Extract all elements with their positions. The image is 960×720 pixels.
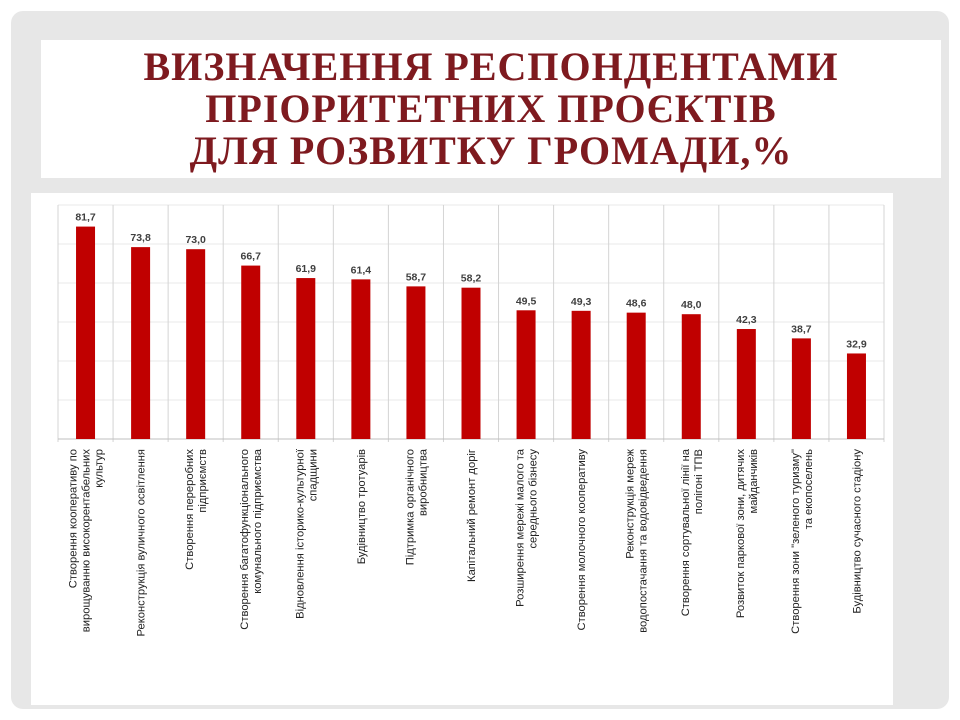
bar-12: [681, 314, 701, 439]
value-label-10: 49,3: [571, 296, 592, 308]
category-label-line: спадщини: [307, 449, 319, 501]
category-label-line: Створення кооперативу по: [68, 449, 80, 588]
category-label-line: Створення сортувальної лінії на: [680, 448, 692, 616]
value-label-3: 73,0: [185, 234, 206, 246]
title-line-2: ПРІОРИТЕТНИХ ПРОЄКТІВ: [205, 86, 777, 131]
category-label-line: вирощуванню високорентабельних: [81, 449, 93, 633]
category-label-line: Підтримка органічного: [404, 449, 416, 565]
title-box: ВИЗНАЧЕННЯ РЕСПОНДЕНТАМИ ПРІОРИТЕТНИХ ПР…: [41, 40, 941, 178]
category-label-line: майданчиків: [748, 449, 760, 514]
bar-11: [626, 312, 646, 439]
category-label-15: Будівництво сучасного стадіону: [851, 449, 863, 614]
bar-8: [461, 287, 481, 439]
value-label-12: 48,0: [681, 299, 702, 311]
category-label-line: Створення багатофункціонального: [239, 449, 251, 630]
value-label-2: 73,8: [130, 232, 151, 244]
category-label-line: комунального підприємства: [252, 448, 264, 594]
category-label-3: Створення переробних підприємств: [184, 449, 209, 570]
bar-13: [736, 329, 756, 439]
category-label-13: Розвиток паркової зони, дитячих майданчик…: [735, 449, 760, 619]
category-label-12: Створення сортувальної лінії на полігоні …: [680, 448, 705, 616]
bar-1: [76, 226, 96, 439]
category-label-line: Розвиток паркової зони, дитячих: [735, 449, 747, 619]
bar-7: [406, 286, 426, 439]
value-label-9: 49,5: [516, 295, 537, 307]
category-label-14: Створення зони "зеленого туризму" та екоп…: [790, 449, 815, 634]
bar-9: [516, 310, 536, 439]
bar-14: [791, 338, 811, 439]
value-label-13: 42,3: [736, 314, 757, 326]
category-label-line: Капітальний ремонт доріг: [466, 449, 478, 582]
category-label-10: Створення молочного кооперативу: [576, 449, 588, 631]
category-label-line: Відновлення історико-культурної: [294, 449, 306, 619]
value-label-14: 38,7: [791, 323, 812, 335]
category-label-line: Розширення мережі малого та: [515, 448, 527, 607]
category-label-line: водопостачання та водовідведення: [638, 449, 650, 633]
category-label-line: Створення молочного кооперативу: [576, 449, 588, 631]
bar-6: [351, 279, 371, 439]
category-label-5: Відновлення історико-культурної спадщини: [294, 449, 319, 619]
bar-2: [131, 247, 151, 439]
category-label-line: культур: [94, 449, 106, 488]
category-label-7: Підтримка органічного виробництва: [404, 448, 429, 565]
category-label-4: Створення багатофункціонального комунальн…: [239, 448, 264, 629]
chart-area: 81,7 Створення кооперативу по вирощуванню …: [31, 193, 893, 705]
category-label-line: Реконструкція мереж: [625, 448, 637, 558]
value-label-11: 48,6: [626, 298, 647, 310]
category-label-line: Реконструкція вуличного освітлення: [136, 449, 148, 636]
category-label-6: Будівництво тротуарів: [356, 449, 368, 564]
title-line-1: ВИЗНАЧЕННЯ РЕСПОНДЕНТАМИ: [143, 44, 839, 89]
category-label-2: Реконструкція вуличного освітлення: [136, 449, 148, 636]
category-label-line: середнього бізнесу: [528, 449, 540, 549]
value-label-7: 58,7: [406, 271, 427, 283]
value-label-5: 61,9: [296, 263, 317, 275]
category-label-1: Створення кооперативу по вирощуванню висо…: [68, 449, 106, 633]
bar-chart: 81,7 Створення кооперативу по вирощуванню …: [57, 204, 885, 636]
bar-5: [296, 278, 316, 439]
category-label-line: Створення зони "зеленого туризму": [790, 449, 802, 634]
category-label-8: Капітальний ремонт доріг: [466, 449, 478, 582]
value-label-8: 58,2: [461, 273, 482, 285]
category-label-line: Будівництво сучасного стадіону: [851, 449, 863, 614]
category-label-line: полігоні ТПВ: [693, 449, 705, 514]
category-label-9: Розширення мережі малого та середнього бі…: [515, 448, 540, 607]
value-label-1: 81,7: [75, 212, 96, 224]
bar-4: [241, 265, 261, 439]
category-label-line: Будівництво тротуарів: [356, 449, 368, 564]
value-label-6: 61,4: [351, 264, 372, 276]
bar-3: [186, 249, 206, 439]
category-label-11: Реконструкція мереж водопостачання та вод…: [625, 448, 650, 632]
category-label-line: Створення переробних: [184, 449, 196, 570]
category-label-line: підприємств: [197, 449, 209, 513]
bar-10: [571, 310, 591, 439]
value-label-4: 66,7: [241, 251, 262, 263]
category-label-line: виробництва: [417, 448, 429, 516]
category-label-line: та екопоселень: [803, 449, 815, 529]
bar-15: [846, 353, 866, 439]
value-label-15: 32,9: [846, 338, 867, 350]
title-line-3: ДЛЯ РОЗВИТКУ ГРОМАДИ,%: [189, 128, 793, 173]
